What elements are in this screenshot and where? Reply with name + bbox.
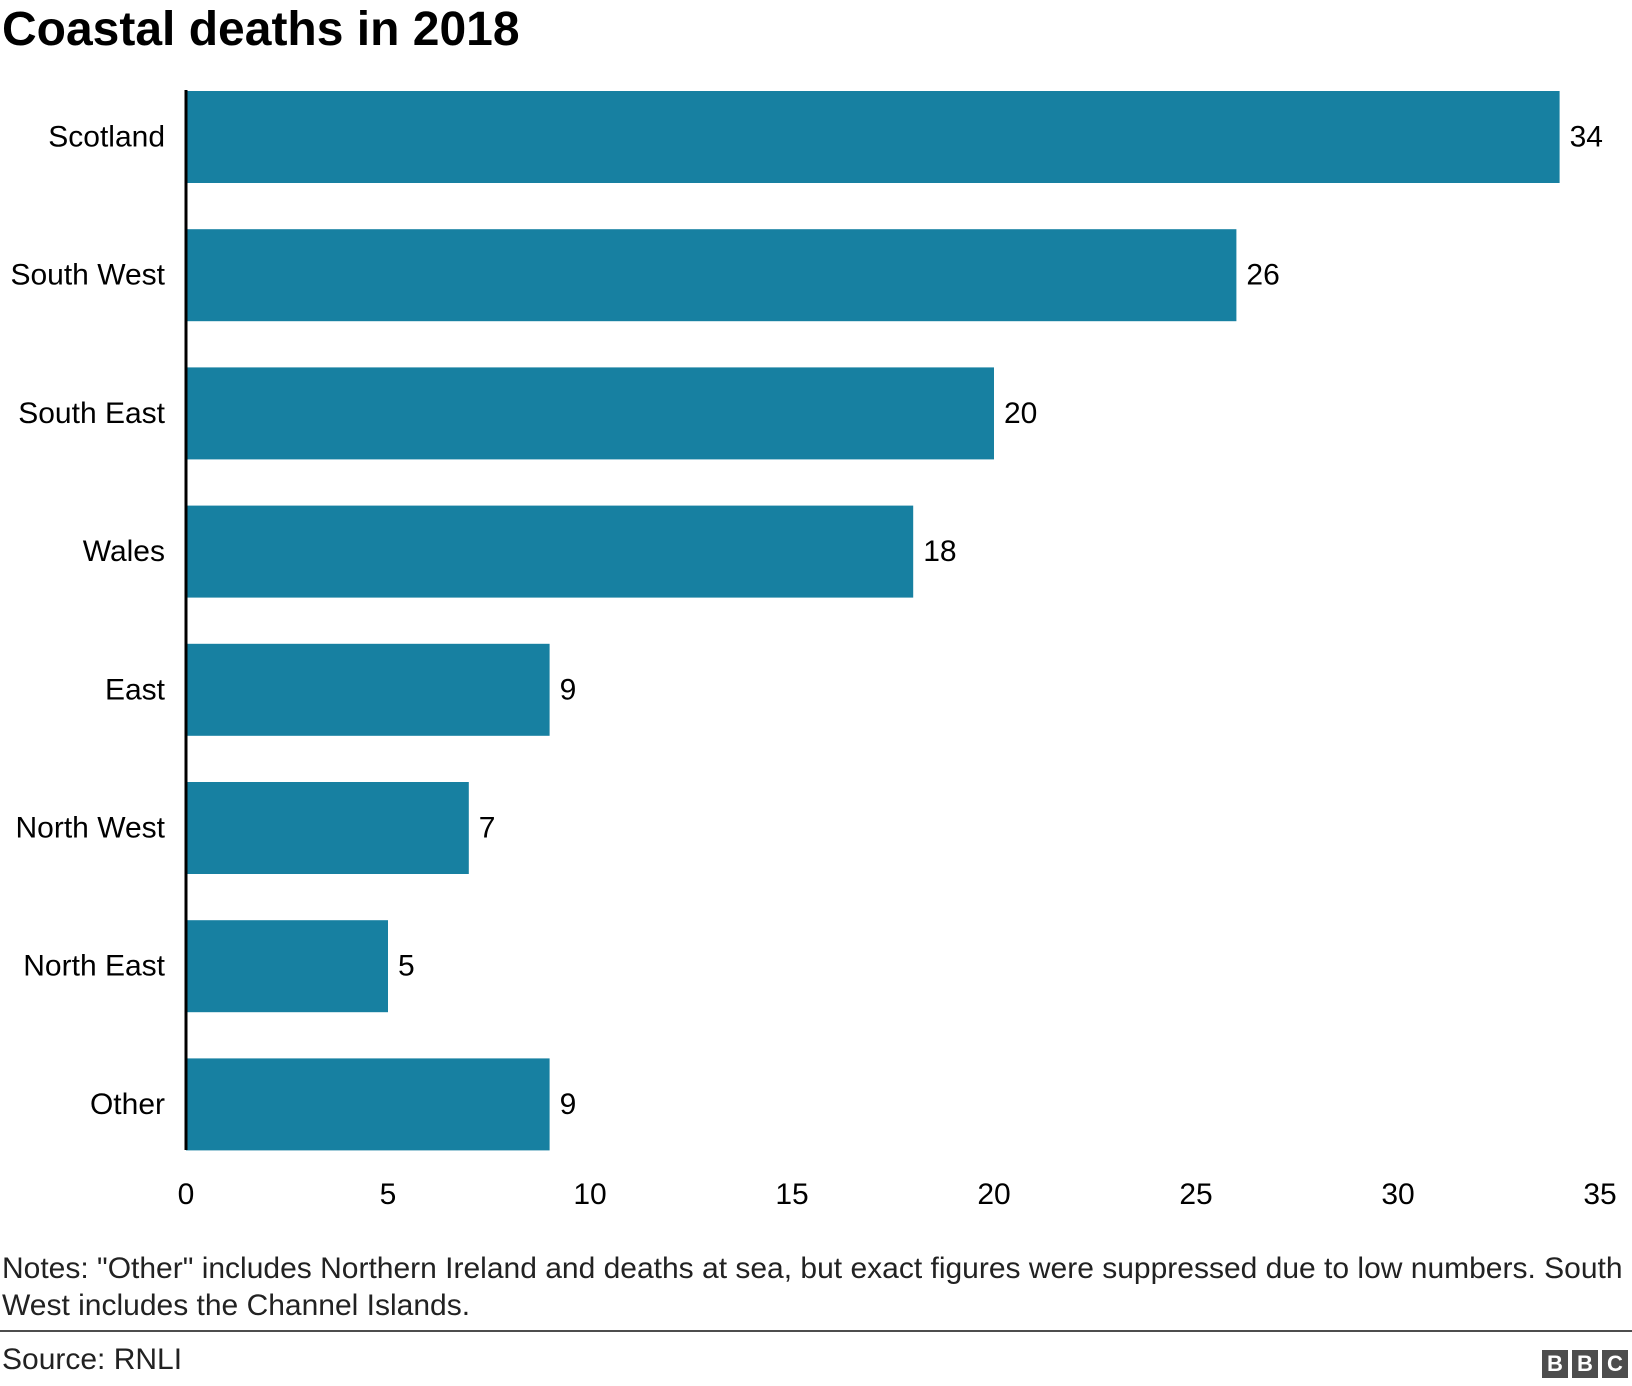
bar-north-east	[186, 920, 388, 1013]
category-label-other: Other	[90, 1088, 165, 1121]
bar-north-west	[186, 782, 469, 874]
footer-divider	[0, 1330, 1632, 1332]
x-tick-labels-layer: 0 5 10 15 20 25 30 35	[178, 1178, 1617, 1211]
x-tick-label-15: 15	[775, 1178, 808, 1211]
bar-other	[186, 1058, 550, 1151]
bar-east	[186, 643, 550, 736]
x-tick-label-25: 25	[1179, 1178, 1212, 1211]
bar-south-east	[186, 367, 994, 460]
category-label-east: East	[105, 673, 166, 706]
value-label-east: 9	[560, 673, 577, 706]
category-labels-layer: Scotland South West South East Wales East Nor…	[10, 121, 165, 1121]
bbc-logo: B B C	[1542, 1350, 1628, 1378]
value-label-scotland: 34	[1570, 121, 1603, 154]
bar-chart: Scotland South West South East Wales East Nor…	[10, 90, 1617, 1211]
category-label-south-east: South East	[18, 397, 165, 430]
bar-scotland	[186, 91, 1560, 183]
value-label-south-east: 20	[1004, 397, 1037, 430]
chart-title: Coastal deaths in 2018	[2, 3, 520, 56]
category-label-scotland: Scotland	[48, 121, 165, 154]
bars-layer	[186, 91, 1560, 1151]
logo-letter-c: C	[1602, 1350, 1628, 1378]
chart-notes: Notes: "Other" includes Northern Ireland…	[2, 1252, 1623, 1322]
value-label-north-east: 5	[398, 950, 415, 983]
value-label-other: 9	[560, 1088, 577, 1121]
x-tick-label-5: 5	[380, 1178, 397, 1211]
value-label-south-west: 26	[1246, 259, 1279, 292]
x-tick-label-20: 20	[977, 1178, 1010, 1211]
x-tick-label-30: 30	[1381, 1178, 1414, 1211]
source-text: Source: RNLI	[2, 1343, 183, 1376]
category-label-south-west: South West	[10, 259, 165, 292]
category-label-north-east: North East	[23, 950, 165, 983]
value-label-north-west: 7	[479, 812, 496, 845]
logo-letter-b2: B	[1572, 1350, 1598, 1378]
category-label-north-west: North West	[16, 812, 166, 845]
bar-wales	[186, 505, 914, 598]
x-tick-label-0: 0	[178, 1178, 195, 1211]
logo-letter-b1: B	[1542, 1350, 1568, 1378]
x-tick-label-10: 10	[573, 1178, 606, 1211]
value-label-wales: 18	[923, 535, 956, 568]
x-tick-label-35: 35	[1583, 1178, 1616, 1211]
value-labels-layer: 34 26 20 18 9 7 5 9	[398, 121, 1603, 1121]
bar-south-west	[186, 229, 1237, 322]
category-label-wales: Wales	[83, 535, 165, 568]
